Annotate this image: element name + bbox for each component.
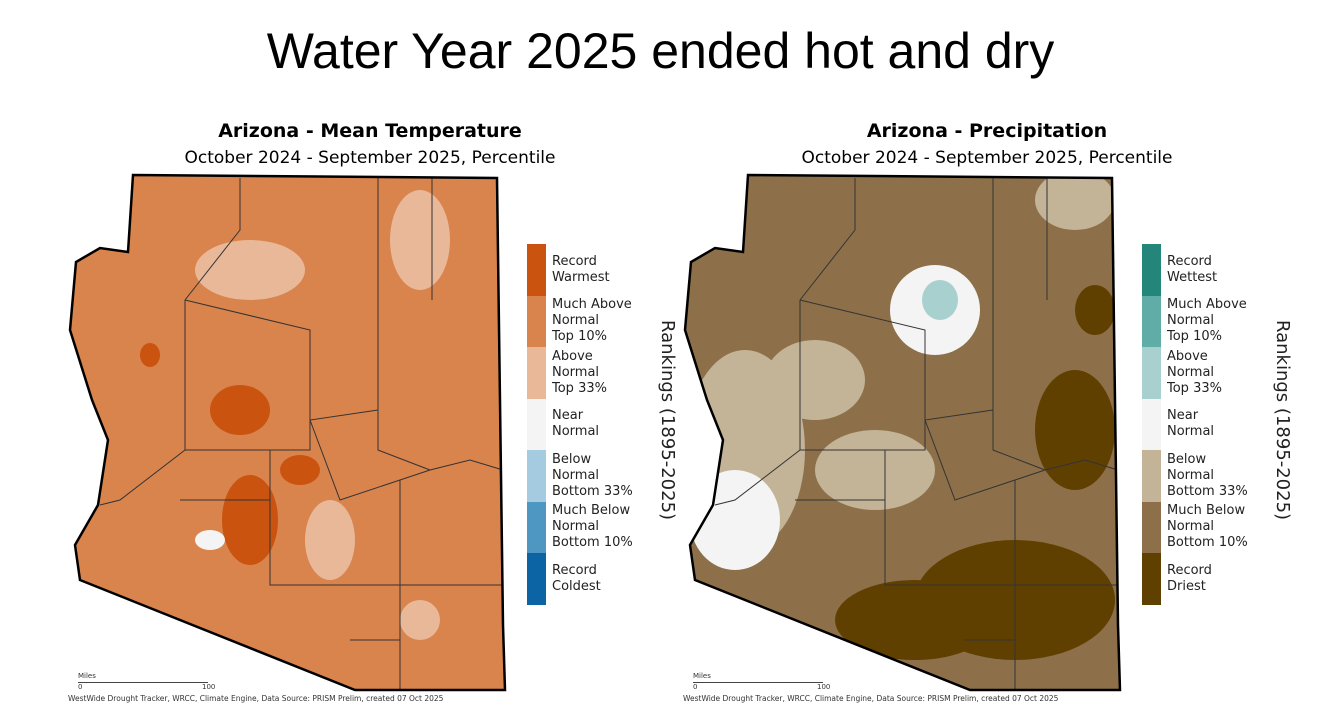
- legend-swatch: [527, 501, 546, 553]
- legend-swatch: [527, 244, 546, 296]
- legend-item: Near Normal: [1142, 398, 1272, 450]
- map-fill: [70, 175, 505, 690]
- map-anomaly-patch: [815, 430, 935, 510]
- legend-label: Much Above Normal Top 10%: [1167, 297, 1247, 345]
- legend-item: Much Above Normal Top 10%: [527, 295, 657, 347]
- slide-title: Water Year 2025 ended hot and dry: [266, 23, 1055, 79]
- legend-swatch: [1142, 347, 1161, 399]
- legend-swatch: [1142, 244, 1161, 296]
- county-boundary: [924, 419, 1119, 501]
- map-anomaly-patch: [1035, 175, 1115, 230]
- legend-swatch: [1142, 501, 1161, 553]
- legend-item: Record Coldest: [527, 553, 657, 605]
- map-anomaly-patch: [390, 190, 450, 290]
- county-boundary: [992, 178, 1046, 471]
- map-region: [70, 175, 505, 690]
- legend-label: Below Normal Bottom 33%: [552, 451, 633, 499]
- legend-item: Record Warmest: [527, 244, 657, 296]
- legend-label: Much Below Normal Bottom 10%: [1167, 503, 1248, 551]
- legend-label: Above Normal Top 33%: [1167, 348, 1222, 396]
- legend-label: Near Normal: [552, 408, 600, 440]
- map-anomaly-patch: [195, 530, 225, 550]
- county-boundary: [99, 449, 186, 506]
- legend-label: Near Normal: [1167, 408, 1215, 440]
- legend-item: Much Above Normal Top 10%: [1142, 295, 1272, 347]
- legend-item: Above Normal Top 33%: [1142, 347, 1272, 399]
- county-boundary: [184, 300, 379, 451]
- scale-end: 100: [202, 683, 216, 691]
- county-boundary: [185, 449, 400, 586]
- legend-swatch: [527, 347, 546, 399]
- county-boundary: [184, 178, 241, 301]
- legend-swatch: [1142, 553, 1161, 605]
- state-boundary: [68, 173, 507, 692]
- legend-label: Below Normal Bottom 33%: [1167, 451, 1248, 499]
- legend-swatch: [527, 553, 546, 605]
- map-anomaly-patch: [400, 600, 440, 640]
- temperature-credit: WestWide Drought Tracker, WRCC, Climate …: [68, 694, 444, 703]
- temperature-map: [68, 173, 507, 692]
- legend-swatch: [1142, 295, 1161, 347]
- scale-unit: Miles: [693, 672, 711, 680]
- map-anomaly-patch: [835, 580, 995, 660]
- temperature-rankings-label: Rankings (1895-2025): [657, 320, 678, 521]
- legend-item: Record Wettest: [1142, 244, 1272, 296]
- temperature-scale-bar: Miles 0 100: [78, 672, 215, 691]
- precipitation-credit: WestWide Drought Tracker, WRCC, Climate …: [683, 694, 1059, 703]
- county-boundary: [799, 178, 856, 301]
- scale-unit: Miles: [78, 672, 96, 680]
- legend-swatch: [527, 295, 546, 347]
- county-boundary: [714, 449, 801, 506]
- map-anomaly-patch: [210, 385, 270, 435]
- precipitation-map: [683, 173, 1122, 692]
- legend-item: Above Normal Top 33%: [527, 347, 657, 399]
- state-boundary: [683, 173, 1122, 692]
- legend-label: Record Warmest: [552, 253, 610, 285]
- county-boundary: [377, 178, 431, 471]
- legend-label: Much Below Normal Bottom 10%: [552, 503, 633, 551]
- county-boundary: [799, 300, 994, 451]
- county-boundary: [799, 299, 926, 420]
- legend-item: Below Normal Bottom 33%: [527, 450, 657, 502]
- map-fill: [685, 175, 1120, 690]
- map-anomaly-patch: [305, 500, 355, 580]
- precipitation-scale-bar: Miles 0 100: [693, 672, 830, 691]
- legend-item: Near Normal: [527, 398, 657, 450]
- legend-label: Much Above Normal Top 10%: [552, 297, 632, 345]
- map-anomaly-patch: [222, 475, 278, 565]
- legend-swatch: [1142, 398, 1161, 450]
- temperature-legend: Record Warmest Much Above Normal Top 10% A…: [527, 244, 657, 605]
- map-anomaly-patch: [280, 455, 320, 485]
- legend-swatch: [527, 450, 546, 502]
- legend-label: Record Driest: [1167, 562, 1212, 594]
- map-anomaly-patch: [765, 340, 865, 420]
- legend-item: Below Normal Bottom 33%: [1142, 450, 1272, 502]
- legend-label: Record Wettest: [1167, 253, 1218, 285]
- map-anomaly-patch: [1075, 285, 1115, 335]
- precipitation-legend: Record Wettest Much Above Normal Top 10% A…: [1142, 244, 1272, 605]
- legend-item: Much Below Normal Bottom 10%: [1142, 501, 1272, 553]
- temperature-map-subtitle: October 2024 - September 2025, Percentil…: [184, 148, 556, 168]
- legend-item: Much Below Normal Bottom 10%: [527, 501, 657, 553]
- scale-start: 0: [693, 683, 698, 691]
- legend-item: Record Driest: [1142, 553, 1272, 605]
- county-boundary: [800, 449, 1015, 586]
- scale-end: 100: [817, 683, 831, 691]
- county-boundary: [184, 299, 311, 420]
- county-boundary: [309, 419, 504, 501]
- legend-label: Above Normal Top 33%: [552, 348, 607, 396]
- precipitation-map-subtitle: October 2024 - September 2025, Percentil…: [801, 148, 1173, 168]
- legend-label: Record Coldest: [552, 562, 601, 594]
- precipitation-map-title: Arizona - Precipitation: [866, 120, 1108, 142]
- precipitation-rankings-label: Rankings (1895-2025): [1272, 320, 1293, 521]
- scale-start: 0: [78, 683, 83, 691]
- map-anomaly-patch: [140, 343, 160, 367]
- map-anomaly-patch: [195, 240, 305, 300]
- legend-swatch: [527, 398, 546, 450]
- temperature-map-title: Arizona - Mean Temperature: [218, 120, 522, 142]
- map-anomaly-patch: [1035, 370, 1115, 490]
- map-anomaly-patch: [922, 280, 958, 320]
- legend-swatch: [1142, 450, 1161, 502]
